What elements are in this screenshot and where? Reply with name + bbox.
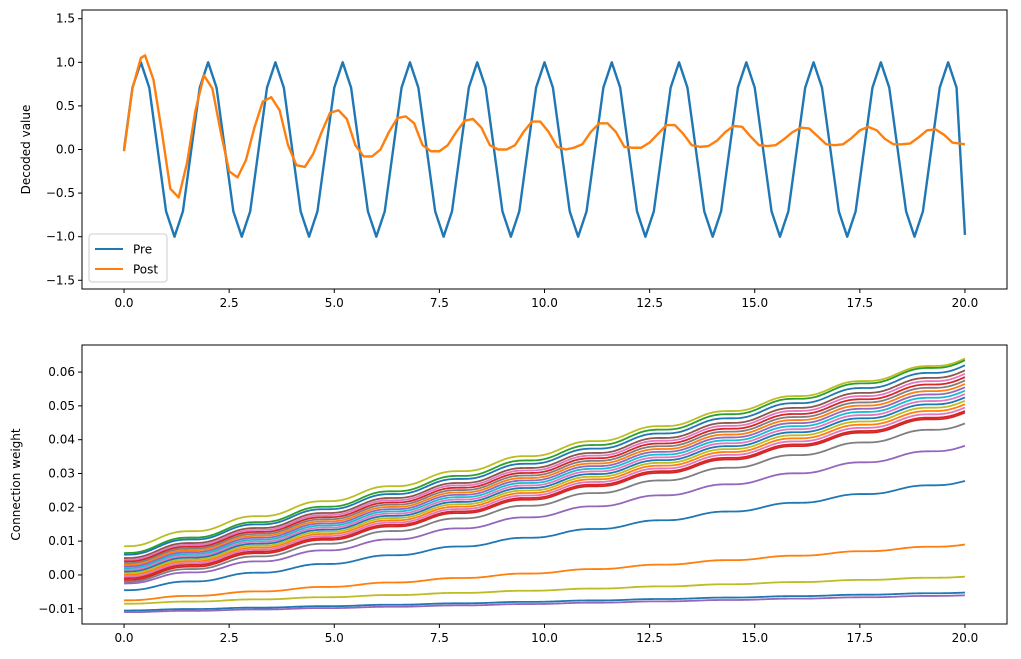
weight-line-w2 [124,359,966,554]
y-tick-label: −0.01 [38,602,75,616]
bottom-y-axis-label: Connection weight [9,428,23,540]
weight-line-w6 [124,376,966,563]
weight-line-w16 [124,410,966,580]
top-x-ticks: 0.0 2.5 5.0 7.5 10.0 12.5 15.0 17.5 20.0 [114,289,978,310]
weight-line-w20 [124,480,966,592]
x-tick-label: 12.5 [636,631,663,645]
weight-line-w12 [124,396,966,573]
weight-line-w11 [124,393,966,571]
y-tick-label: 1.0 [56,55,75,69]
x-tick-label: 2.5 [220,631,239,645]
weight-line-w13 [124,399,966,575]
y-tick-label: 0.01 [48,534,75,548]
x-tick-label: 10.0 [531,296,558,310]
weight-line-w5 [124,372,966,561]
y-tick-label: 0.03 [48,467,75,481]
y-tick-label: 0.5 [56,99,75,113]
y-tick-label: 0.00 [48,568,75,582]
weight-line-w21 [124,543,966,602]
weight-line-w24 [124,594,965,614]
legend-post-label: Post [133,263,158,277]
y-tick-label: −1.5 [46,273,75,287]
y-tick-label: 0.0 [56,143,75,157]
decoded-value-plot: 0.0 2.5 5.0 7.5 10.0 12.5 15.0 17.5 20.0 −1.5−1.… [19,9,1008,310]
y-tick-label: 0.05 [48,399,75,413]
weight-line-w10 [124,389,966,570]
x-tick-label: 7.5 [430,631,449,645]
top-y-ticks: −1.5 −1.0 −0.5 0.0 0.5 1.0 1.5 [46,12,82,287]
x-tick-label: 5.0 [325,631,344,645]
bottom-y-ticks: −0.01 0.00 0.01 0.02 0.03 0.04 0.05 0.06 [38,365,82,616]
series-line-post [122,54,966,199]
x-tick-label: 10.0 [531,631,558,645]
x-tick-label: 17.5 [846,631,873,645]
y-tick-label: 1.5 [56,12,75,26]
y-tick-label: −0.5 [46,186,75,200]
weight-line-w9 [124,386,966,568]
x-tick-label: 0.0 [114,296,133,310]
x-tick-label: 12.5 [636,296,663,310]
weight-series-group [124,357,966,614]
y-tick-label: 0.04 [48,433,75,447]
x-tick-label: 15.0 [741,296,768,310]
decoded-series-group [122,54,967,238]
connection-weight-plot: 0.0 2.5 5.0 7.5 10.0 12.5 15.0 17.5 20.0 −0.01 0.… [9,344,1008,645]
weight-line-w14 [124,403,966,576]
weight-line-w8 [124,383,966,566]
bottom-x-ticks: 0.0 2.5 5.0 7.5 10.0 12.5 15.0 17.5 20.0 [114,624,978,645]
x-tick-label: 0.0 [114,631,133,645]
weight-line-w22 [124,575,966,605]
x-tick-label: 5.0 [325,296,344,310]
x-tick-label: 2.5 [220,296,239,310]
weight-line-w23 [124,591,965,612]
legend-pre-label: Pre [133,243,152,257]
weight-line-w15 [124,406,966,578]
x-tick-label: 20.0 [952,296,979,310]
y-tick-label: 0.02 [48,500,75,514]
weight-line-w17 [124,411,966,581]
weight-line-w1 [124,357,966,548]
weight-line-w7 [124,379,966,565]
x-tick-label: 17.5 [846,296,873,310]
x-tick-label: 20.0 [952,631,979,645]
weight-line-w18 [124,422,966,583]
weight-line-w3 [124,364,966,556]
y-tick-label: −1.0 [46,230,75,244]
x-tick-label: 15.0 [741,631,768,645]
weight-line-w19 [124,444,966,585]
legend: Pre Post [88,233,168,283]
weight-line-w4 [124,369,966,559]
x-tick-label: 7.5 [430,296,449,310]
y-tick-label: 0.06 [48,365,75,379]
top-y-axis-label: Decoded value [19,105,33,195]
series-line-pre [122,61,967,238]
